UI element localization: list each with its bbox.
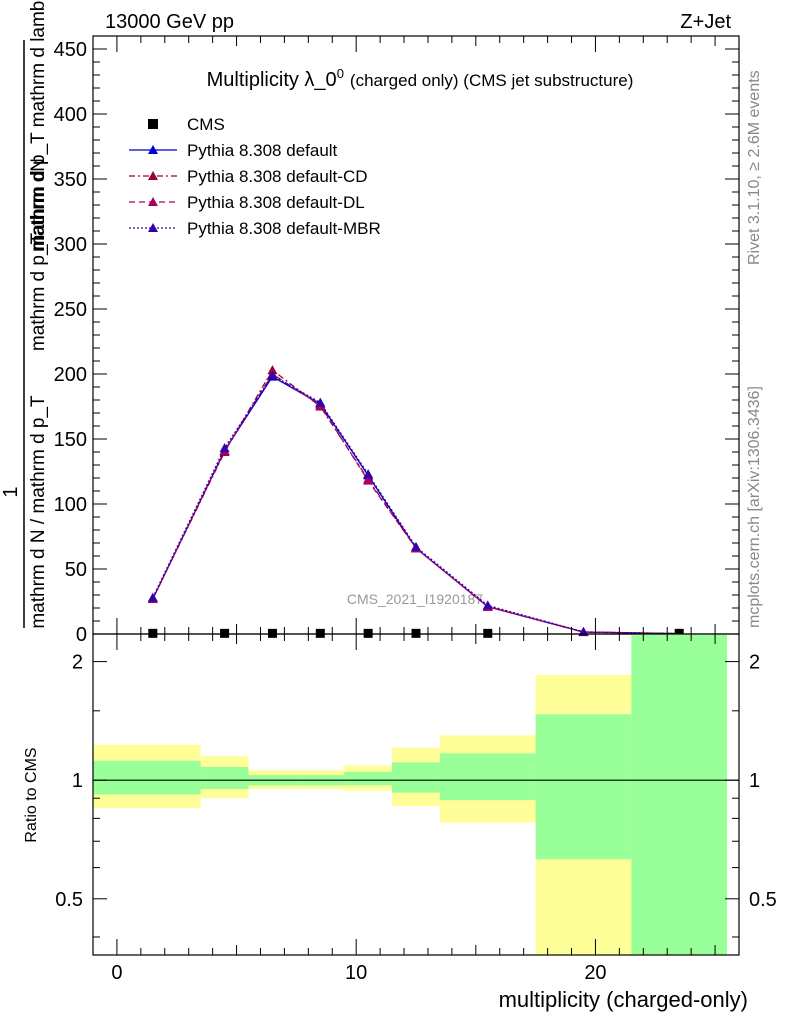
ratio-stat-band	[535, 714, 632, 860]
series-4-point	[267, 370, 278, 380]
process-label: Z+Jet	[680, 11, 731, 33]
ratio-y-tick-label: 2	[72, 652, 83, 674]
ratio-stat-band	[200, 767, 249, 789]
y-label-den2: mathrm d p_T	[28, 232, 49, 351]
main-y-label: 1 mathrm dN mathrm d p_T mathrm d lambda…	[0, 0, 49, 629]
legend-label-2: Pythia 8.308 default-CD	[187, 167, 368, 186]
main-y-tick-label: 300	[54, 234, 87, 256]
ratio-y-tick-label: 1	[72, 770, 83, 792]
cms-data-point	[220, 628, 230, 638]
series-4-point	[219, 443, 230, 453]
legend-marker-4	[148, 223, 158, 232]
main-y-tick-label: 350	[54, 169, 87, 191]
series-3-point	[363, 475, 374, 485]
ratio-axes: 0.5 0.51 12 20 10 20	[55, 633, 777, 984]
y-label-one: 1	[0, 486, 22, 497]
ratio-y-tick-label-right: 2	[749, 652, 760, 674]
main-y-tick-label: 250	[54, 299, 87, 321]
x-axis-label: multiplicity (charged-only)	[499, 987, 748, 1012]
main-y-tick-label: 0	[76, 624, 87, 646]
legend-marker-2	[148, 171, 158, 180]
ratio-frame	[92, 633, 740, 956]
series-4-point	[315, 397, 326, 407]
legend-label-3: Pythia 8.308 default-DL	[187, 193, 365, 212]
main-y-tick-label: 200	[54, 364, 87, 386]
y-label-den1: mathrm d N / mathrm d p_T	[28, 395, 49, 629]
y-label-num2: mathrm d p_T mathrm d lambda	[28, 0, 49, 251]
cms-data-point	[315, 628, 325, 638]
x-tick-label: 0	[111, 962, 122, 984]
ratio-y-label: Ratio to CMS	[23, 747, 40, 842]
cms-data-point	[483, 628, 493, 638]
series-line-4	[152, 374, 680, 635]
ratio-stat-band	[344, 771, 393, 786]
legend-marker-1	[148, 145, 158, 154]
main-y-tick-label: 150	[54, 429, 87, 451]
y-label-num1: mathrm dN	[28, 158, 49, 252]
chart-title-suffix: (charged only) (CMS jet substructure)	[350, 71, 633, 90]
cms-data-point	[674, 628, 684, 638]
series-4-point	[363, 469, 374, 479]
legend-label-1: Pythia 8.308 default	[187, 141, 338, 160]
main-y-tick-label: 100	[54, 494, 87, 516]
legend-marker-3	[148, 197, 158, 206]
x-tick-label: 10	[345, 962, 367, 984]
cms-data-point	[363, 628, 373, 638]
x-tick-label: 20	[584, 962, 606, 984]
ratio-stat-band	[631, 634, 728, 955]
chart-title-main: Multiplicity λ_0	[207, 69, 337, 91]
ratio-stat-band	[93, 760, 201, 795]
legend-label-4: Pythia 8.308 default-MBR	[187, 219, 381, 238]
ratio-y-tick-label-right: 0.5	[749, 889, 777, 911]
energy-label: 13000 GeV pp	[105, 11, 234, 33]
cms-data-point	[267, 628, 277, 638]
ratio-y-tick-label-right: 1	[749, 770, 760, 792]
series-4-point	[482, 600, 493, 610]
legend: CMS Pythia 8.308 default Pythia 8.308 defa…	[129, 115, 381, 238]
main-y-tick-label: 50	[65, 559, 87, 581]
legend-marker-cms	[148, 119, 158, 129]
mcplots-label: mcplots.cern.ch [arXiv:1306.3436]	[746, 386, 763, 628]
analysis-watermark: CMS_2021_I1920187	[347, 591, 483, 607]
ratio-stat-band	[439, 753, 536, 801]
ratio-stat-band	[392, 762, 440, 793]
chart-title: Multiplicity λ_00 (charged only) (CMS jet…	[207, 66, 634, 91]
cms-data-point	[411, 628, 421, 638]
legend-label-0: CMS	[187, 115, 225, 134]
ratio-bands	[93, 634, 728, 955]
main-y-tick-label: 400	[54, 104, 87, 126]
series-4-point	[147, 592, 158, 602]
series-4-point	[411, 541, 421, 551]
ratio-y-tick-label: 0.5	[55, 889, 83, 911]
chart-title-sup: 0	[337, 66, 344, 81]
rivet-label: Rivet 3.1.10, ≥ 2.6M events	[746, 70, 763, 265]
main-y-tick-label: 450	[54, 39, 87, 61]
cms-data-point	[148, 628, 158, 638]
